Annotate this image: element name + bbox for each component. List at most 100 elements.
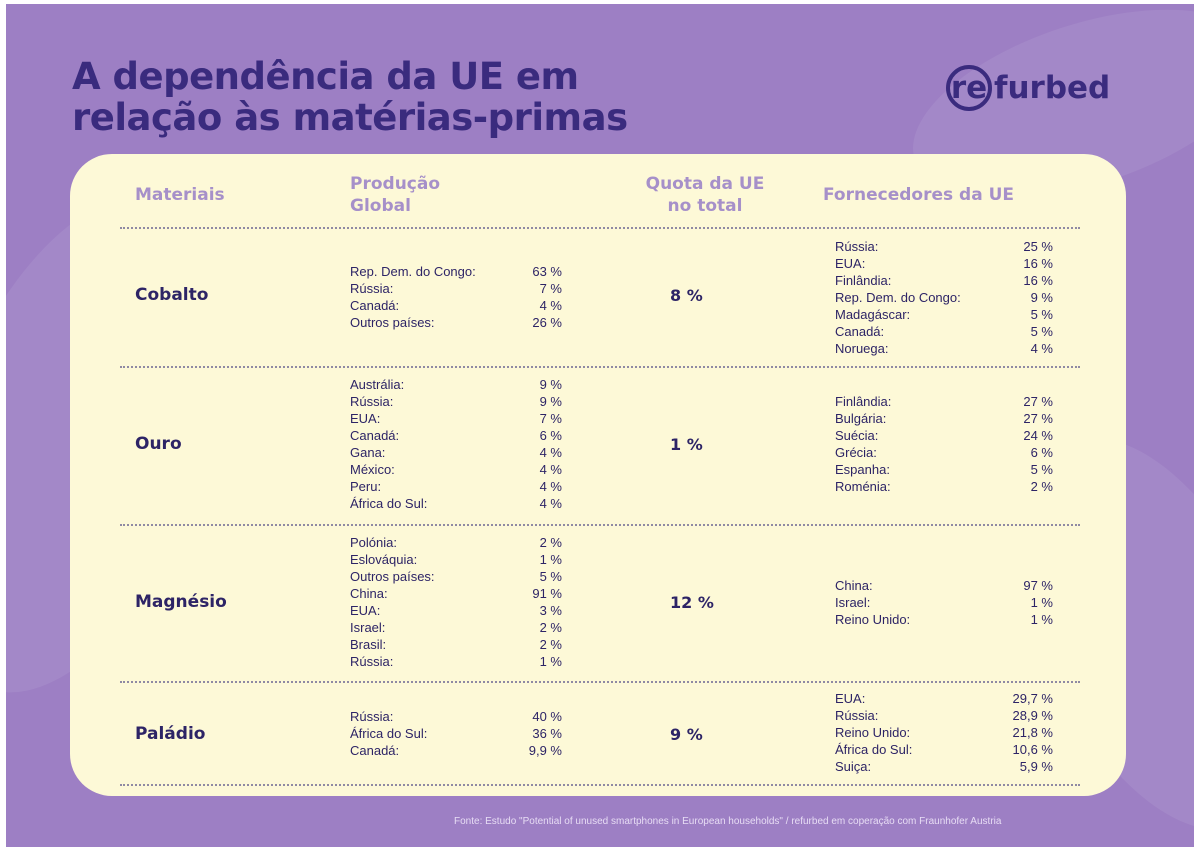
country-label: Canadá:	[835, 324, 885, 339]
page-title: A dependência da UE em relação às matéri…	[72, 56, 628, 138]
country-label: Reino Unido:	[835, 612, 911, 627]
table-row-palladium: Paládio Rússia: 40 % África do Sul: 36 % C…	[70, 683, 1126, 783]
list-item: África do Sul: 10,6 %	[835, 741, 1053, 758]
table-row-magnesium: Magnésio Polónia: 2 % Eslováquia: 1 % Outr…	[70, 526, 1126, 679]
country-label: Finlândia:	[835, 394, 892, 409]
list-item: Brasil: 2 %	[350, 636, 562, 653]
country-label: Austrália:	[350, 377, 405, 392]
country-label: África do Sul:	[835, 742, 913, 757]
percent-value: 91 %	[532, 586, 562, 601]
material-name: Paládio	[135, 724, 206, 744]
production-list: Austrália: 9 % Rússia: 9 % EUA: 7 % Canadá:…	[350, 376, 562, 512]
divider	[120, 366, 1080, 368]
country-label: Outros países:	[350, 569, 435, 584]
country-label: Canadá:	[350, 298, 400, 313]
percent-value: 4 %	[539, 479, 562, 494]
percent-value: 5,9 %	[1019, 759, 1053, 774]
percent-value: 5 %	[1030, 307, 1053, 322]
logo-wordmark: furbed	[994, 70, 1111, 106]
list-item: Finlândia: 16 %	[835, 272, 1053, 289]
country-label: Rússia:	[835, 239, 879, 254]
header-materials: Materiais	[135, 185, 225, 205]
list-item: Suécia: 24 %	[835, 427, 1053, 444]
percent-value: 21,8 %	[1012, 725, 1053, 740]
divider	[120, 784, 1080, 786]
list-item: Grécia: 6 %	[835, 444, 1053, 461]
eu-share-value: 8 %	[670, 286, 703, 305]
list-item: Madagáscar: 5 %	[835, 306, 1053, 323]
percent-value: 9,9 %	[528, 743, 562, 758]
percent-value: 27 %	[1023, 411, 1053, 426]
list-item: Finlândia: 27 %	[835, 393, 1053, 410]
list-item: Bulgária: 27 %	[835, 410, 1053, 427]
percent-value: 4 %	[539, 462, 562, 477]
percent-value: 16 %	[1023, 273, 1053, 288]
list-item: México: 4 %	[350, 461, 562, 478]
production-list: Rep. Dem. do Congo: 63 % Rússia: 7 % Canad…	[350, 263, 562, 331]
country-label: Rep. Dem. do Congo:	[350, 264, 476, 279]
country-label: Noruega:	[835, 341, 889, 356]
header-eu-suppliers: Fornecedores da UE	[823, 185, 1015, 205]
list-item: Israel: 1 %	[835, 594, 1053, 611]
percent-value: 40 %	[532, 709, 562, 724]
suppliers-list: Finlândia: 27 % Bulgária: 27 % Suécia: 24 %…	[835, 393, 1053, 495]
material-name: Ouro	[135, 434, 182, 454]
country-label: Canadá:	[350, 743, 400, 758]
list-item: EUA: 3 %	[350, 602, 562, 619]
suppliers-list: China: 97 % Israel: 1 % Reino Unido: 1 %	[835, 577, 1053, 628]
list-item: Rússia: 25 %	[835, 238, 1053, 255]
percent-value: 5 %	[539, 569, 562, 584]
country-label: Grécia:	[835, 445, 877, 460]
country-label: Madagáscar:	[835, 307, 911, 322]
suppliers-list: EUA: 29,7 % Rússia: 28,9 % Reino Unido: 21,…	[835, 690, 1053, 775]
list-item: Canadá: 6 %	[350, 427, 562, 444]
country-label: Roménia:	[835, 479, 891, 494]
percent-value: 9 %	[539, 377, 562, 392]
country-label: Finlândia:	[835, 273, 892, 288]
country-label: Israel:	[835, 595, 871, 610]
percent-value: 6 %	[539, 428, 562, 443]
header-global-production: Produção Global	[350, 173, 440, 217]
list-item: Rep. Dem. do Congo: 63 %	[350, 263, 562, 280]
table-row-gold: Ouro Austrália: 9 % Rússia: 9 % EUA: 7 % Ca…	[70, 368, 1126, 522]
percent-value: 24 %	[1023, 428, 1053, 443]
header-eu-share: Quota da UE no total	[630, 173, 780, 217]
percent-value: 26 %	[532, 315, 562, 330]
divider	[120, 524, 1080, 526]
country-label: Bulgária:	[835, 411, 887, 426]
country-label: Outros países:	[350, 315, 435, 330]
country-label: EUA:	[350, 411, 381, 426]
data-table-card: Materiais Produção Global Quota da UE no…	[70, 154, 1126, 796]
country-label: Rússia:	[350, 281, 394, 296]
percent-value: 3 %	[539, 603, 562, 618]
list-item: África do Sul: 4 %	[350, 495, 562, 512]
header-share-line-1: Quota da UE	[645, 174, 765, 194]
table-row-cobalt: Cobalto Rep. Dem. do Congo: 63 % Rússia: 7…	[70, 229, 1126, 364]
list-item: China: 97 %	[835, 577, 1053, 594]
country-label: EUA:	[350, 603, 381, 618]
list-item: Rússia: 9 %	[350, 393, 562, 410]
percent-value: 10,6 %	[1012, 742, 1053, 757]
material-name: Magnésio	[135, 592, 227, 612]
percent-value: 28,9 %	[1012, 708, 1053, 723]
suppliers-list: Rússia: 25 % EUA: 16 % Finlândia: 16 % Rep.…	[835, 238, 1053, 357]
list-item: Polónia: 2 %	[350, 534, 562, 551]
country-label: Rússia:	[350, 654, 394, 669]
list-item: Rússia: 40 %	[350, 708, 562, 725]
percent-value: 2 %	[1030, 479, 1053, 494]
percent-value: 25 %	[1023, 239, 1053, 254]
list-item: Austrália: 9 %	[350, 376, 562, 393]
divider	[120, 681, 1080, 683]
percent-value: 5 %	[1030, 462, 1053, 477]
percent-value: 4 %	[539, 298, 562, 313]
country-label: Israel:	[350, 620, 386, 635]
percent-value: 1 %	[539, 654, 562, 669]
country-label: Suiça:	[835, 759, 872, 774]
percent-value: 4 %	[539, 445, 562, 460]
title-line-1: A dependência da UE em	[72, 55, 579, 98]
country-label: Gana:	[350, 445, 386, 460]
refurbed-logo: re furbed	[946, 62, 1110, 114]
country-label: China:	[835, 578, 873, 593]
country-label: México:	[350, 462, 395, 477]
percent-value: 7 %	[539, 411, 562, 426]
